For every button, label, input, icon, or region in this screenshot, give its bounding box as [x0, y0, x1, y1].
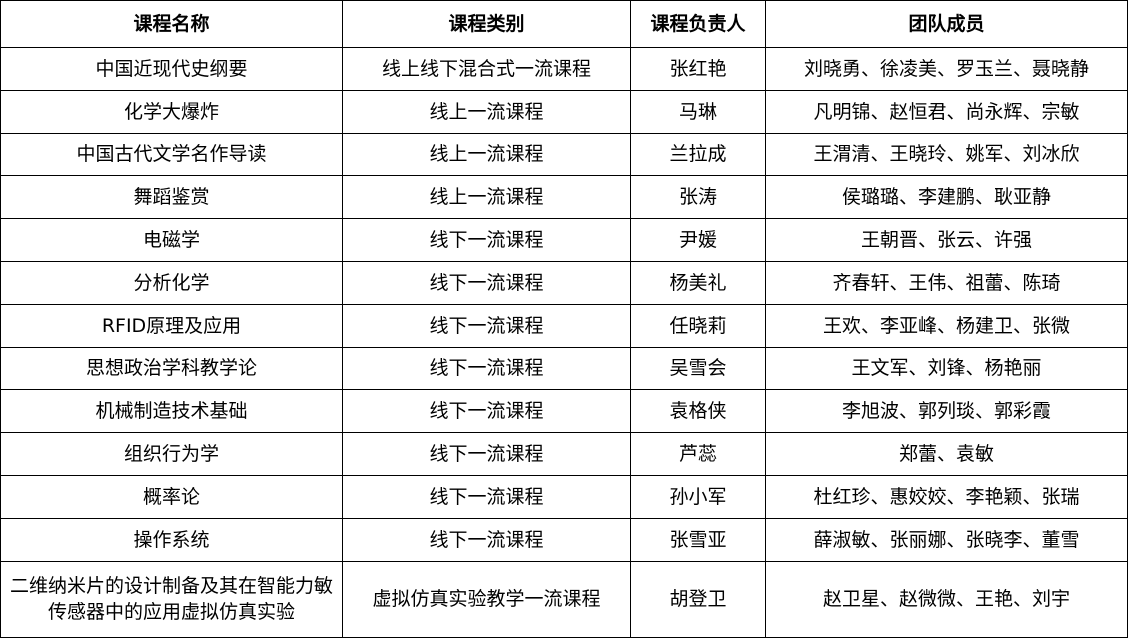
- course-name-cell: 中国古代文学名作导读: [0, 132, 343, 177]
- table-row: 分析化学 线下一流课程 杨美礼 齐春轩、王伟、祖蕾、陈琦: [0, 260, 1128, 305]
- course-category-cell: 虚拟仿真实验教学一流课程: [342, 560, 631, 638]
- table-row: 电磁学 线下一流课程 尹媛 王朝晋、张云、许强: [0, 218, 1128, 262]
- course-lead-cell: 芦蕊: [630, 432, 766, 476]
- course-name-cell: 电磁学: [0, 218, 343, 262]
- table-row: 概率论 线下一流课程 孙小军 杜红珍、惠姣姣、李艳颖、张瑞: [0, 474, 1128, 519]
- course-name-cell: 舞蹈鉴赏: [0, 175, 343, 220]
- course-lead-cell: 任晓莉: [630, 303, 766, 348]
- table-row: 中国近现代史纲要 线上线下混合式一流课程 张红艳 刘晓勇、徐凌美、罗玉兰、聂晓静: [0, 47, 1128, 91]
- course-category-cell: 线下一流课程: [342, 260, 631, 305]
- team-members-cell: 凡明锦、赵恒君、尚永辉、宗敏: [765, 89, 1128, 134]
- table-row: 思想政治学科教学论 线下一流课程 吴雪会 王文军、刘锋、杨艳丽: [0, 346, 1128, 391]
- course-name-cell: 概率论: [0, 474, 343, 519]
- course-name-cell: 二维纳米片的设计制备及其在智能力敏传感器中的应用虚拟仿真实验: [0, 560, 343, 638]
- course-lead-cell: 孙小军: [630, 474, 766, 519]
- team-members-cell: 王文军、刘锋、杨艳丽: [765, 346, 1128, 391]
- table-row: 机械制造技术基础 线下一流课程 袁格侠 李旭波、郭列琰、郭彩霞: [0, 389, 1128, 434]
- course-lead-cell: 袁格侠: [630, 389, 766, 434]
- course-lead-cell: 尹媛: [630, 218, 766, 262]
- team-members-cell: 王渭清、王晓玲、姚军、刘冰欣: [765, 132, 1128, 177]
- course-name-cell: 组织行为学: [0, 432, 343, 476]
- table-row: 舞蹈鉴赏 线上一流课程 张涛 侯璐璐、李建鹏、耿亚静: [0, 175, 1128, 220]
- team-members-cell: 侯璐璐、李建鹏、耿亚静: [765, 175, 1128, 220]
- course-name-cell: RFID原理及应用: [0, 303, 343, 348]
- course-lead-cell: 马琳: [630, 89, 766, 134]
- course-lead-cell: 兰拉成: [630, 132, 766, 177]
- team-members-cell: 王朝晋、张云、许强: [765, 218, 1128, 262]
- team-members-cell: 王欢、李亚峰、杨建卫、张微: [765, 303, 1128, 348]
- course-category-cell: 线下一流课程: [342, 432, 631, 476]
- table-row: RFID原理及应用 线下一流课程 任晓莉 王欢、李亚峰、杨建卫、张微: [0, 303, 1128, 348]
- team-members-cell: 齐春轩、王伟、祖蕾、陈琦: [765, 260, 1128, 305]
- course-category-cell: 线下一流课程: [342, 218, 631, 262]
- course-category-cell: 线上一流课程: [342, 89, 631, 134]
- header-team-members: 团队成员: [765, 0, 1128, 48]
- table-row: 化学大爆炸 线上一流课程 马琳 凡明锦、赵恒君、尚永辉、宗敏: [0, 89, 1128, 134]
- course-category-cell: 线下一流课程: [342, 303, 631, 348]
- team-members-cell: 刘晓勇、徐凌美、罗玉兰、聂晓静: [765, 47, 1128, 91]
- course-category-cell: 线上一流课程: [342, 175, 631, 220]
- table-row: 操作系统 线下一流课程 张雪亚 薛淑敏、张丽娜、张晓李、董雪: [0, 517, 1128, 562]
- course-category-cell: 线下一流课程: [342, 346, 631, 391]
- course-name-cell: 操作系统: [0, 517, 343, 562]
- course-category-cell: 线上一流课程: [342, 132, 631, 177]
- course-name-cell: 中国近现代史纲要: [0, 47, 343, 91]
- header-course-name: 课程名称: [0, 0, 343, 48]
- course-name-cell: 思想政治学科教学论: [0, 346, 343, 391]
- header-row: 课程名称 课程类别 课程负责人 团队成员: [0, 0, 1128, 48]
- team-members-cell: 杜红珍、惠姣姣、李艳颖、张瑞: [765, 474, 1128, 519]
- course-lead-cell: 张雪亚: [630, 517, 766, 562]
- course-name-cell: 机械制造技术基础: [0, 389, 343, 434]
- course-lead-cell: 胡登卫: [630, 560, 766, 638]
- team-members-cell: 薛淑敏、张丽娜、张晓李、董雪: [765, 517, 1128, 562]
- team-members-cell: 李旭波、郭列琰、郭彩霞: [765, 389, 1128, 434]
- course-lead-cell: 吴雪会: [630, 346, 766, 391]
- team-members-cell: 赵卫星、赵微微、王艳、刘宇: [765, 560, 1128, 638]
- course-category-cell: 线下一流课程: [342, 517, 631, 562]
- course-lead-cell: 张红艳: [630, 47, 766, 91]
- header-course-lead: 课程负责人: [630, 0, 766, 48]
- course-category-cell: 线下一流课程: [342, 474, 631, 519]
- course-name-cell: 分析化学: [0, 260, 343, 305]
- course-name-cell: 化学大爆炸: [0, 89, 343, 134]
- table-row: 二维纳米片的设计制备及其在智能力敏传感器中的应用虚拟仿真实验 虚拟仿真实验教学一流…: [0, 560, 1128, 638]
- team-members-cell: 郑蕾、袁敏: [765, 432, 1128, 476]
- course-category-cell: 线下一流课程: [342, 389, 631, 434]
- table-row: 中国古代文学名作导读 线上一流课程 兰拉成 王渭清、王晓玲、姚军、刘冰欣: [0, 132, 1128, 177]
- header-course-category: 课程类别: [342, 0, 631, 48]
- table-row: 组织行为学 线下一流课程 芦蕊 郑蕾、袁敏: [0, 432, 1128, 476]
- course-lead-cell: 张涛: [630, 175, 766, 220]
- course-lead-cell: 杨美礼: [630, 260, 766, 305]
- course-category-cell: 线上线下混合式一流课程: [342, 47, 631, 91]
